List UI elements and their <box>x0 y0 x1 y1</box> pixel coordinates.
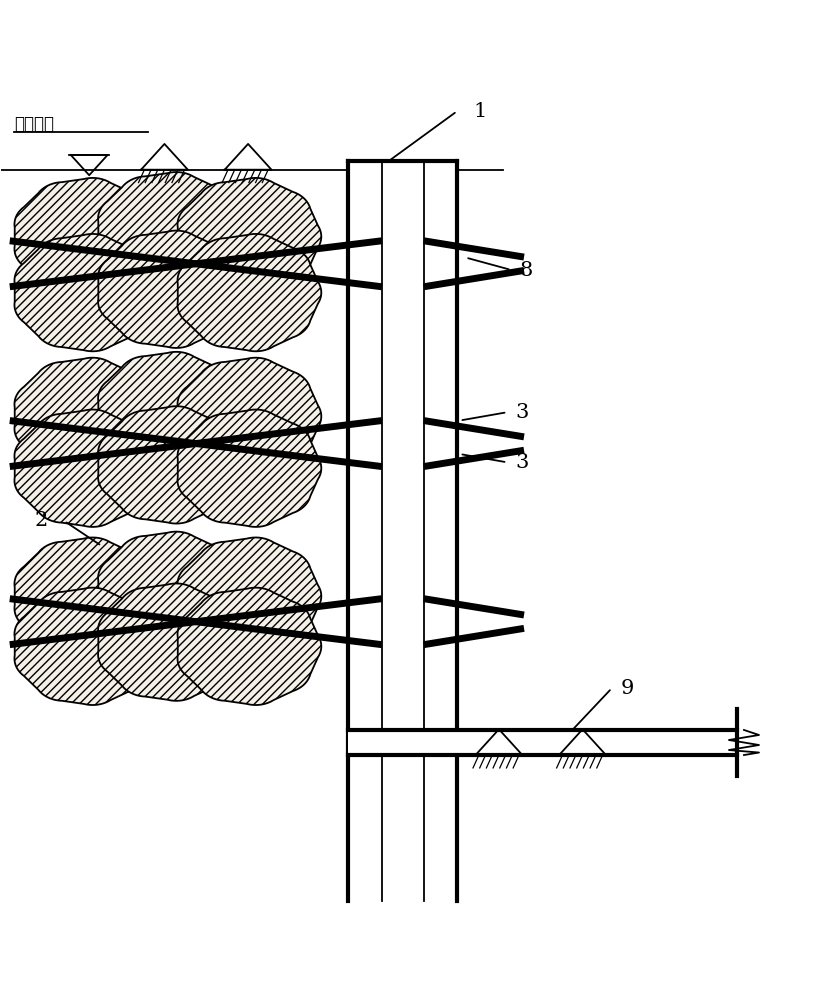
Polygon shape <box>14 358 159 475</box>
Polygon shape <box>98 172 242 289</box>
Bar <box>348 730 737 755</box>
Bar <box>457 161 839 901</box>
Polygon shape <box>98 352 242 469</box>
Polygon shape <box>98 406 242 524</box>
Polygon shape <box>178 588 321 705</box>
Polygon shape <box>14 178 159 295</box>
Polygon shape <box>98 583 242 701</box>
Bar <box>382 161 424 901</box>
Text: 2: 2 <box>35 511 48 530</box>
Text: 3: 3 <box>516 453 529 472</box>
Polygon shape <box>14 234 159 351</box>
Text: 3: 3 <box>516 403 529 422</box>
Polygon shape <box>178 234 321 351</box>
Polygon shape <box>98 532 242 649</box>
Polygon shape <box>14 410 159 527</box>
Text: 坑外地表: 坑外地表 <box>14 115 54 133</box>
Polygon shape <box>178 178 321 295</box>
Text: 8: 8 <box>520 261 533 280</box>
Polygon shape <box>14 588 159 705</box>
Polygon shape <box>178 537 321 655</box>
Polygon shape <box>14 537 159 655</box>
Polygon shape <box>178 358 321 475</box>
Text: 9: 9 <box>620 679 633 698</box>
Polygon shape <box>98 231 242 348</box>
Text: 1: 1 <box>474 102 487 121</box>
Polygon shape <box>178 410 321 527</box>
